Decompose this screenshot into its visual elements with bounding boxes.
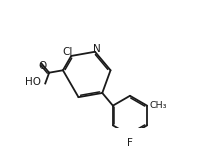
Text: Cl: Cl xyxy=(63,47,73,57)
Text: HO: HO xyxy=(25,77,41,87)
Text: N: N xyxy=(93,44,101,54)
Text: O: O xyxy=(38,61,46,71)
Text: CH₃: CH₃ xyxy=(149,101,167,110)
Text: F: F xyxy=(127,138,133,148)
